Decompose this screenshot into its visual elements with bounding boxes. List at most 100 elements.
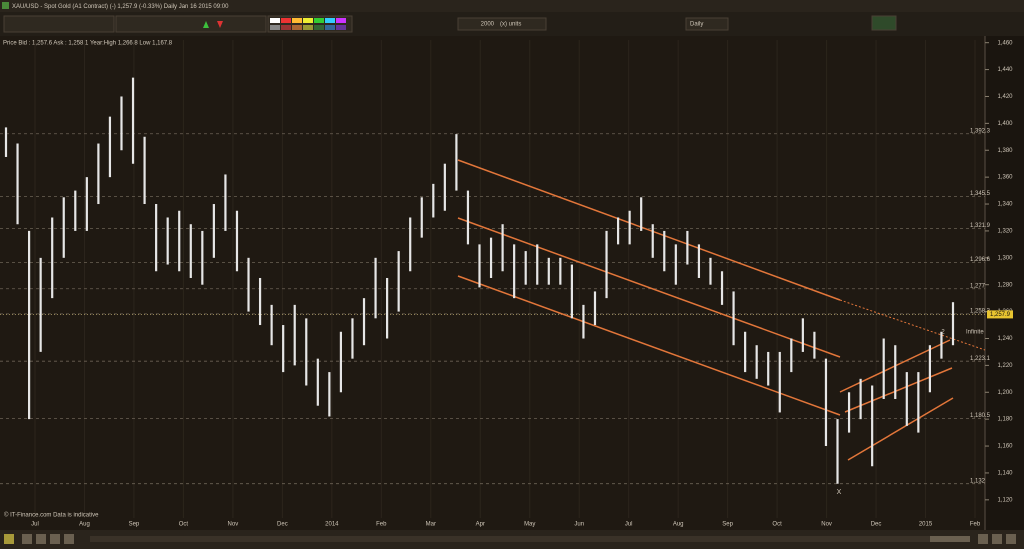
units-value: 2000: [481, 22, 495, 28]
trend-line[interactable]: [457, 217, 841, 358]
window-title: XAU/USD - Spot Gold (A1 Contract) (-) 1,…: [12, 4, 229, 10]
x-tick-label: Apr: [476, 522, 485, 528]
swatch[interactable]: [314, 18, 324, 23]
x-tick-label: Oct: [772, 522, 782, 528]
swatch[interactable]: [270, 18, 280, 23]
y-tick-label: 1,240: [997, 336, 1013, 342]
zoom-button[interactable]: [978, 534, 988, 544]
trend-line-extension[interactable]: [839, 299, 986, 351]
swatch[interactable]: [303, 18, 313, 23]
y-tick-label: 1,380: [997, 148, 1013, 154]
status-icon[interactable]: [64, 534, 74, 544]
y-tick-label: 1,140: [997, 471, 1013, 477]
y-tick-label: 1,460: [997, 40, 1013, 46]
level-label: 1,223.1: [970, 356, 991, 362]
swatch[interactable]: [336, 18, 346, 23]
x-tick-label: Jul: [31, 522, 39, 528]
units-label: (x) units: [500, 22, 521, 28]
y-tick-label: 1,160: [997, 444, 1013, 450]
annotation: 2: [941, 330, 945, 336]
status-icon[interactable]: [50, 534, 60, 544]
level-label: 1,132: [970, 478, 986, 484]
sell-arrow[interactable]: [217, 21, 223, 28]
trend-line[interactable]: [844, 367, 953, 413]
swatch[interactable]: [281, 18, 291, 23]
units-box[interactable]: [457, 17, 547, 31]
x-tick-label: Oct: [179, 522, 189, 528]
x-tick-label: Dec: [277, 522, 288, 528]
scrollbar[interactable]: [90, 536, 970, 542]
level-label: 1,258.3: [970, 308, 991, 314]
y-tick-label: 1,400: [997, 121, 1013, 127]
current-price-box: [987, 310, 1013, 319]
y-tick-label: 1,320: [997, 229, 1013, 235]
period-select[interactable]: [685, 17, 729, 31]
tool-group[interactable]: [3, 15, 115, 33]
swatch[interactable]: [303, 25, 313, 30]
x-tick-label: Jul: [625, 522, 633, 528]
swatch[interactable]: [325, 25, 335, 30]
x-tick-label: Nov: [821, 522, 832, 528]
x-tick-label: Aug: [673, 522, 684, 528]
trend-line[interactable]: [457, 275, 841, 416]
level-label: 1,321.9: [970, 223, 991, 229]
price-scale: [985, 36, 1024, 530]
y-tick-label: 1,360: [997, 175, 1013, 181]
x-tick-label: Mar: [426, 522, 436, 528]
x-tick-label: Feb: [970, 522, 981, 528]
x-tick-label: May: [524, 522, 535, 528]
x-tick-label: Aug: [79, 522, 90, 528]
current-price-label: 1,257.9: [990, 312, 1011, 318]
y-tick-label: 1,420: [997, 94, 1013, 100]
status-icon[interactable]: [22, 534, 32, 544]
buy-arrow[interactable]: [203, 21, 209, 28]
chart-type-button[interactable]: [871, 15, 897, 31]
footer: © IT-Finance.com Data is indicative: [4, 512, 99, 519]
period: Daily: [690, 22, 703, 28]
trend-line[interactable]: [847, 397, 954, 461]
annotation: Infinite: [966, 330, 984, 336]
x-tick-label: Jun: [574, 522, 584, 528]
swatch[interactable]: [325, 18, 335, 23]
x-tick-label: 2014: [325, 522, 339, 528]
app-icon: [2, 2, 9, 9]
y-tick-label: 1,200: [997, 390, 1013, 396]
swatch[interactable]: [292, 18, 302, 23]
status-icon[interactable]: [4, 534, 14, 544]
x-tick-label: Dec: [871, 522, 882, 528]
scroll-thumb[interactable]: [930, 536, 970, 542]
level-label: 1,345.5: [970, 191, 991, 197]
y-tick-label: 1,180: [997, 417, 1013, 423]
level-label: 1,277: [970, 283, 986, 289]
swatch[interactable]: [336, 25, 346, 30]
x-tick-label: Sep: [722, 522, 733, 528]
swatch[interactable]: [281, 25, 291, 30]
level-label: 1,296.6: [970, 257, 991, 263]
y-tick-label: 1,440: [997, 67, 1013, 73]
x-tick-label: 2015: [919, 522, 933, 528]
y-tick-label: 1,120: [997, 497, 1013, 503]
tool-group[interactable]: [115, 15, 267, 33]
swatch[interactable]: [314, 25, 324, 30]
zoom-button[interactable]: [992, 534, 1002, 544]
info-line: Price Bid : 1,257.6 Ask : 1,258.1 Year:H…: [3, 41, 173, 47]
color-palette[interactable]: [267, 15, 353, 33]
trend-line[interactable]: [457, 159, 841, 301]
level-label: 1,392.3: [970, 128, 991, 134]
y-tick-label: 1,280: [997, 282, 1013, 288]
drawing-tools[interactable]: [3, 15, 267, 33]
y-tick-label: 1,300: [997, 255, 1013, 261]
zoom-button[interactable]: [1006, 534, 1016, 544]
title-bar: [0, 0, 1024, 12]
annotation: X: [837, 489, 842, 496]
status-icon[interactable]: [36, 534, 46, 544]
chart-area: [0, 36, 985, 530]
swatch[interactable]: [292, 25, 302, 30]
y-tick-label: 1,340: [997, 202, 1013, 208]
x-tick-label: Feb: [376, 522, 387, 528]
x-tick-label: Sep: [129, 522, 140, 528]
x-tick-label: Nov: [228, 522, 239, 528]
swatch[interactable]: [270, 25, 280, 30]
